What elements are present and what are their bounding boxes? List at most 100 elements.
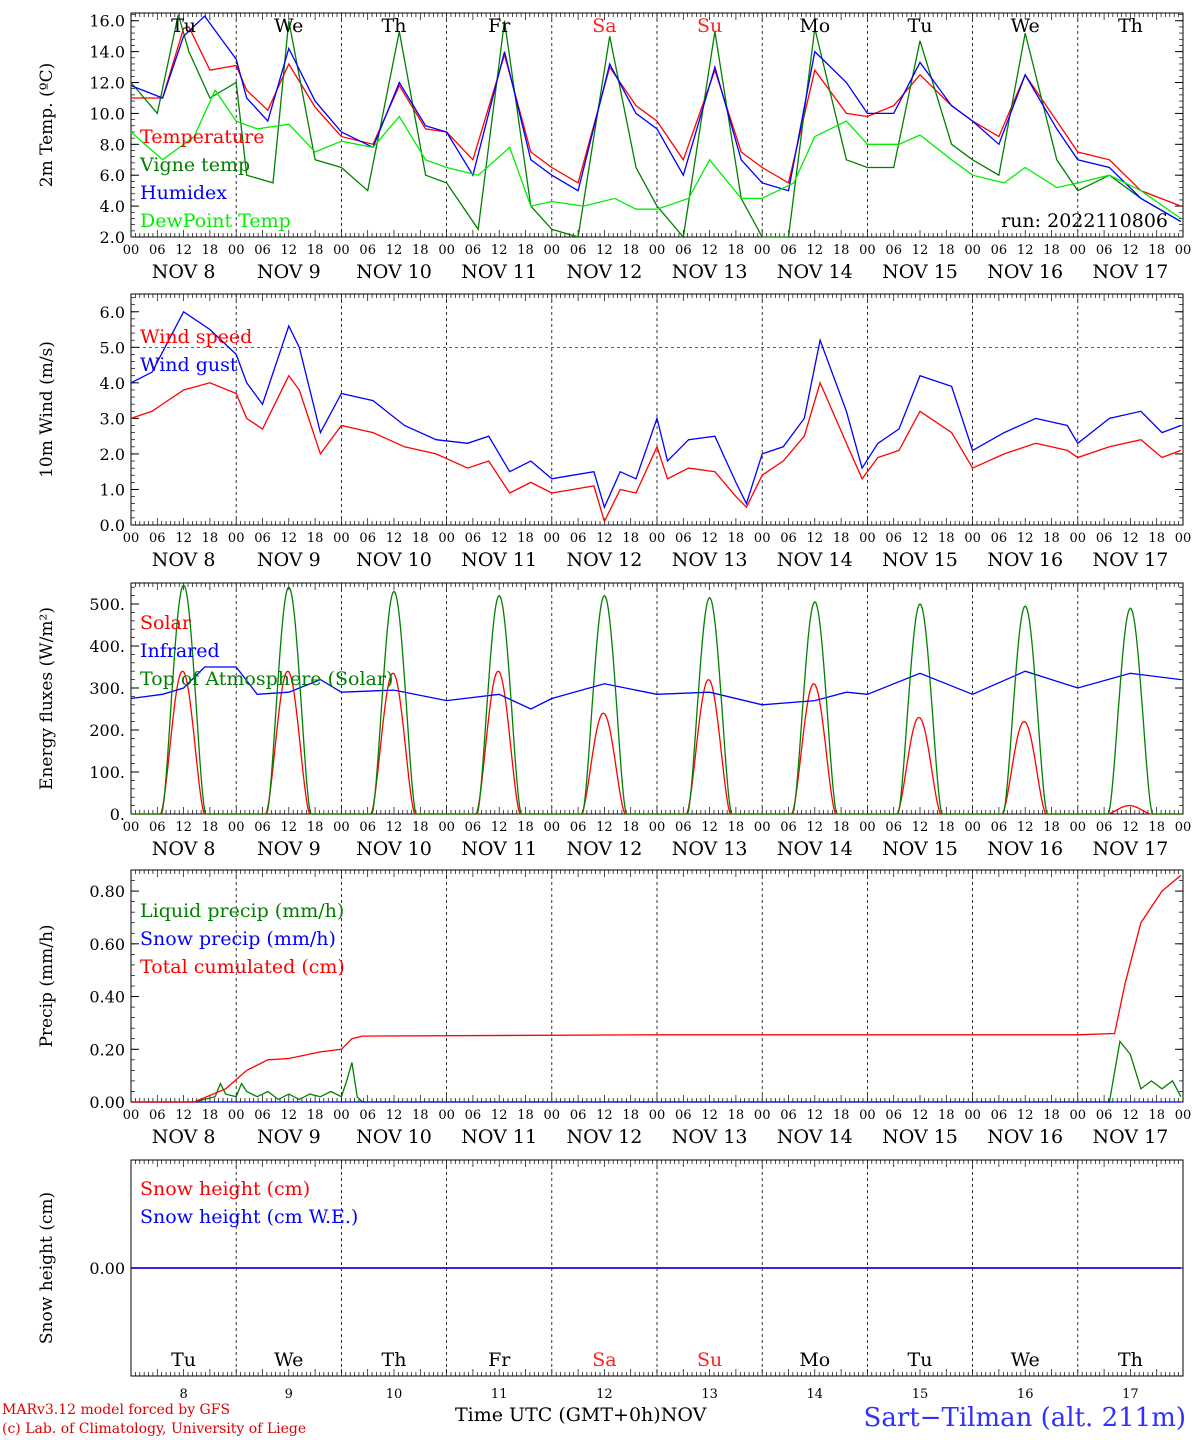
- hour-label-end: 00: [1175, 243, 1192, 258]
- time-axis-text: Time UTC (GMT+0h): [455, 1404, 661, 1426]
- date-label: NOV 16: [987, 549, 1063, 571]
- hour-label: 12: [281, 1108, 298, 1123]
- hour-label: 06: [885, 243, 902, 258]
- y-tick-label: 400.: [89, 637, 125, 656]
- hour-label: 00: [859, 820, 876, 835]
- hour-label: 12: [491, 531, 508, 546]
- legend-total-cumulated-cm-: Total cumulated (cm): [140, 956, 345, 978]
- series-line-temperature: [131, 26, 1182, 207]
- hour-label: 00: [228, 243, 245, 258]
- hour-label: 00: [228, 820, 245, 835]
- hour-label: 00: [438, 820, 455, 835]
- hour-label: 18: [833, 243, 850, 258]
- legend-top-of-atmosphere-solar-: Top of Atmosphere (Solar): [140, 668, 393, 690]
- y-tick-label: 6.0: [100, 303, 125, 322]
- y-tick-label: 300.: [89, 679, 125, 698]
- y-tick-label: 8.0: [100, 135, 125, 154]
- day-number: 10: [386, 1387, 403, 1402]
- hour-label: 12: [701, 243, 718, 258]
- hour-label: 12: [1122, 1108, 1139, 1123]
- hour-label: 00: [544, 820, 561, 835]
- date-label: NOV 8: [152, 838, 216, 860]
- y-tick-label: 200.: [89, 721, 125, 740]
- y-tick-label: 0.00: [89, 1093, 125, 1112]
- hour-label: 06: [359, 243, 376, 258]
- series-line-wind-gust: [130, 310, 1182, 510]
- date-label: NOV 17: [1092, 261, 1168, 283]
- hour-label: 12: [281, 531, 298, 546]
- y-axis-label: Energy fluxes (W/m²): [37, 607, 57, 790]
- hour-label: 06: [780, 243, 797, 258]
- hour-label: 06: [885, 1108, 902, 1123]
- y-tick-label: 500.: [89, 595, 125, 614]
- hour-label: 06: [149, 243, 166, 258]
- hour-label: 18: [938, 820, 955, 835]
- hour-label: 00: [1070, 1108, 1087, 1123]
- hour-label: 00: [333, 1108, 350, 1123]
- hour-label: 12: [701, 820, 718, 835]
- date-label: NOV 9: [257, 549, 321, 571]
- date-label: NOV 11: [461, 549, 537, 571]
- day-number: 8: [179, 1387, 187, 1402]
- hour-label: 12: [912, 1108, 929, 1123]
- legend-wind-gust: Wind gust: [140, 354, 238, 376]
- hour-label: 06: [359, 531, 376, 546]
- date-label: NOV 17: [1092, 1126, 1168, 1148]
- model-credit: MARv3.12 model forced by GFS: [2, 1402, 231, 1418]
- weekday-top: Su: [697, 15, 722, 37]
- hour-label: 06: [675, 243, 692, 258]
- hour-label: 00: [754, 820, 771, 835]
- y-tick-label: 3.0: [100, 409, 125, 428]
- weekday-bottom: Sa: [592, 1349, 616, 1371]
- legend-vigne-temp: Vigne temp: [139, 154, 250, 176]
- hour-label: 18: [938, 243, 955, 258]
- hour-label: 12: [386, 531, 403, 546]
- hour-label: 18: [412, 531, 429, 546]
- hour-label: 18: [1043, 1108, 1060, 1123]
- weekday-bottom: Tu: [171, 1349, 196, 1371]
- hour-label: 06: [675, 531, 692, 546]
- y-tick-label: 0.60: [89, 935, 125, 954]
- hour-label: 18: [202, 531, 219, 546]
- date-label: NOV 10: [356, 1126, 432, 1148]
- date-label: NOV 9: [257, 261, 321, 283]
- hour-label: 18: [1043, 531, 1060, 546]
- hour-label: 00: [228, 1108, 245, 1123]
- y-tick-label: 12.0: [89, 74, 125, 93]
- date-label: NOV 9: [257, 838, 321, 860]
- y-tick-label: 6.0: [100, 166, 125, 185]
- hour-label: 12: [807, 531, 824, 546]
- hour-label: 06: [359, 1108, 376, 1123]
- y-axis-label: Snow height (cm): [37, 1192, 57, 1344]
- y-tick-label: 4.0: [100, 374, 125, 393]
- hour-label: 06: [149, 820, 166, 835]
- hour-label-end: 00: [1175, 820, 1192, 835]
- hour-label: 00: [333, 531, 350, 546]
- hour-label: 06: [570, 1108, 587, 1123]
- y-tick-label: 0.00: [89, 1259, 125, 1278]
- day-number: 13: [701, 1387, 718, 1402]
- hour-label: 00: [649, 531, 666, 546]
- day-number: 16: [1017, 1387, 1034, 1402]
- day-number: 12: [596, 1387, 613, 1402]
- month-label: NOV: [660, 1404, 707, 1426]
- weekday-top: Th: [382, 15, 407, 37]
- day-number: 14: [807, 1387, 824, 1402]
- date-label: NOV 8: [152, 1126, 216, 1148]
- hour-label: 18: [622, 243, 639, 258]
- hour-label: 06: [780, 820, 797, 835]
- legend-snow-height-cm-w-e-: Snow height (cm W.E.): [140, 1206, 358, 1228]
- hour-label: 00: [859, 1108, 876, 1123]
- hour-label: 12: [386, 243, 403, 258]
- hour-label: 00: [123, 531, 140, 546]
- hour-label: 00: [438, 531, 455, 546]
- weekday-bottom: Tu: [908, 1349, 933, 1371]
- y-axis-label: Precip (mm/h): [37, 924, 57, 1047]
- weekday-bottom: Th: [382, 1349, 407, 1371]
- date-label: NOV 15: [882, 549, 958, 571]
- hour-label: 12: [281, 243, 298, 258]
- date-label: NOV 13: [672, 838, 748, 860]
- hour-label: 12: [701, 531, 718, 546]
- series-line-total-cumulated-cm-: [131, 874, 1182, 1103]
- y-tick-label: 0.0: [100, 516, 125, 535]
